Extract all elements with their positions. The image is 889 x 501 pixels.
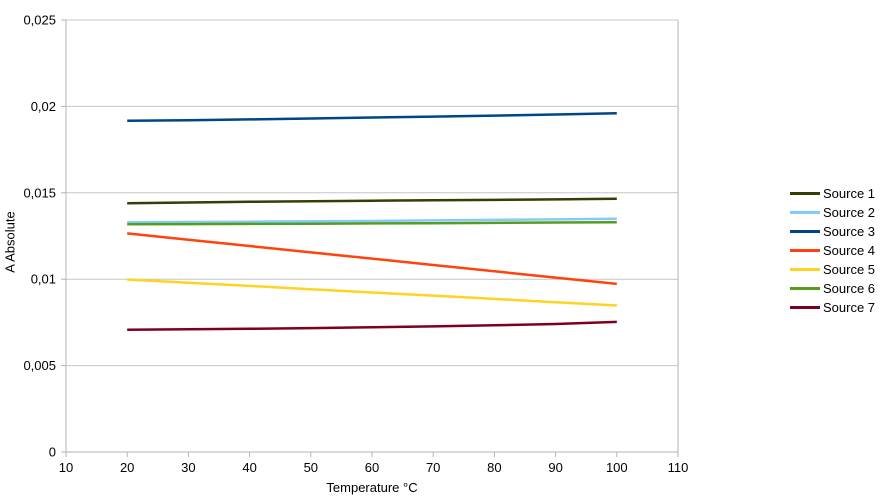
y-tick-label: 0,02 — [31, 99, 56, 114]
legend-label-source-1: Source 1 — [823, 186, 876, 201]
series-line-source-3 — [127, 112, 617, 122]
x-tick-label: 110 — [668, 460, 689, 475]
y-axis-title: A Absolute — [2, 211, 18, 273]
legend-item-source-1: Source 1 — [790, 184, 875, 203]
y-tick-label: 0,005 — [23, 358, 56, 373]
legend-label-source-4: Source 4 — [823, 243, 876, 258]
series-line-source-7 — [127, 320, 617, 331]
legend: Source 1 Source 2 Source 3 Source 4 Source 5… — [790, 184, 875, 317]
legend-line-swatch-source-1 — [790, 192, 820, 195]
y-tick-label: 0,01 — [31, 272, 56, 287]
legend-label-source-2: Source 2 — [823, 205, 876, 220]
x-tick-label: 20 — [120, 460, 134, 475]
x-tick-label: 90 — [548, 460, 562, 475]
legend-line-swatch-source-4 — [790, 249, 820, 252]
legend-label-source-5: Source 5 — [823, 262, 876, 277]
legend-line-swatch-source-3 — [790, 230, 820, 233]
x-axis-title: Temperature °C — [326, 480, 418, 495]
series-line-source-2 — [127, 217, 617, 224]
x-tick-label: 100 — [606, 460, 628, 475]
legend-line-swatch-source-5 — [790, 268, 820, 271]
legend-line-swatch-source-2 — [790, 211, 820, 214]
series-line-source-5 — [127, 278, 617, 307]
y-tick-label: 0,015 — [23, 185, 56, 200]
legend-item-source-7: Source 7 — [790, 298, 875, 317]
x-tick-label: 10 — [59, 460, 73, 475]
x-tick-label: 80 — [487, 460, 501, 475]
legend-label-source-7: Source 7 — [823, 300, 876, 315]
legend-item-source-5: Source 5 — [790, 260, 875, 279]
legend-line-swatch-source-6 — [790, 287, 820, 290]
series-line-source-1 — [127, 197, 617, 205]
legend-label-source-3: Source 3 — [823, 224, 876, 239]
x-tick-label: 70 — [426, 460, 440, 475]
x-tick-label: 60 — [365, 460, 379, 475]
x-tick-label: 50 — [304, 460, 318, 475]
series-line-source-4 — [127, 232, 617, 286]
legend-item-source-4: Source 4 — [790, 241, 875, 260]
legend-item-source-2: Source 2 — [790, 203, 875, 222]
y-tick-label: 0 — [49, 445, 56, 460]
legend-item-source-6: Source 6 — [790, 279, 875, 298]
legend-line-swatch-source-7 — [790, 306, 820, 309]
x-tick-label: 30 — [181, 460, 195, 475]
x-tick-label: 40 — [242, 460, 256, 475]
y-tick-label: 0,025 — [23, 13, 56, 28]
legend-label-source-6: Source 6 — [823, 281, 876, 296]
series-line-source-6 — [127, 220, 617, 226]
legend-item-source-3: Source 3 — [790, 222, 875, 241]
